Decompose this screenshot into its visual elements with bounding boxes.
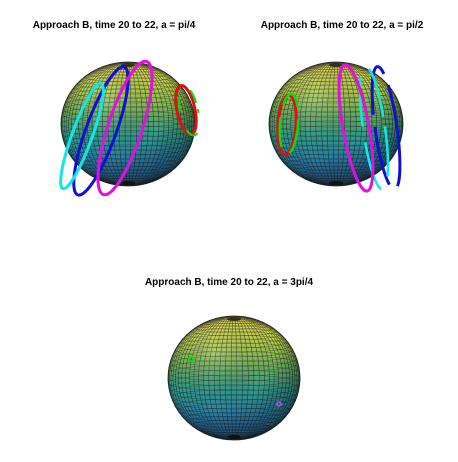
sphere-panel-pi2: [268, 61, 404, 193]
curve-blue: [370, 65, 402, 191]
curve-blue: [72, 65, 130, 197]
curve-cyan: [59, 81, 105, 191]
curve-cyan: [358, 65, 390, 191]
trajectory-curves: [187, 355, 282, 407]
curve-green: [177, 85, 201, 137]
sphere-panel-pi4: [59, 59, 201, 197]
sphere-shading: [61, 62, 195, 186]
panel-title-pi4: Approach B, time 20 to 22, a = pi/4: [32, 20, 196, 31]
trajectory-curves: [276, 63, 402, 193]
panel-title-3pi4: Approach B, time 20 to 22, a = 3pi/4: [144, 277, 314, 288]
sphere-outline: [268, 61, 404, 187]
curve-magenta: [96, 59, 154, 197]
sphere-shading: [168, 316, 300, 440]
curve-green: [187, 355, 195, 363]
sphere-body: [60, 61, 196, 187]
trajectory-curves: [59, 59, 201, 197]
curve-magenta: [337, 63, 375, 193]
sphere-panel-3pi4: [167, 315, 301, 441]
sphere-shading: [269, 62, 403, 186]
sphere-outline: [167, 315, 301, 441]
sphere-body: [167, 315, 301, 441]
panel-title-pi2: Approach B, time 20 to 22, a = pi/2: [260, 20, 424, 31]
curve-green: [278, 92, 300, 156]
curve-magenta: [276, 401, 282, 407]
